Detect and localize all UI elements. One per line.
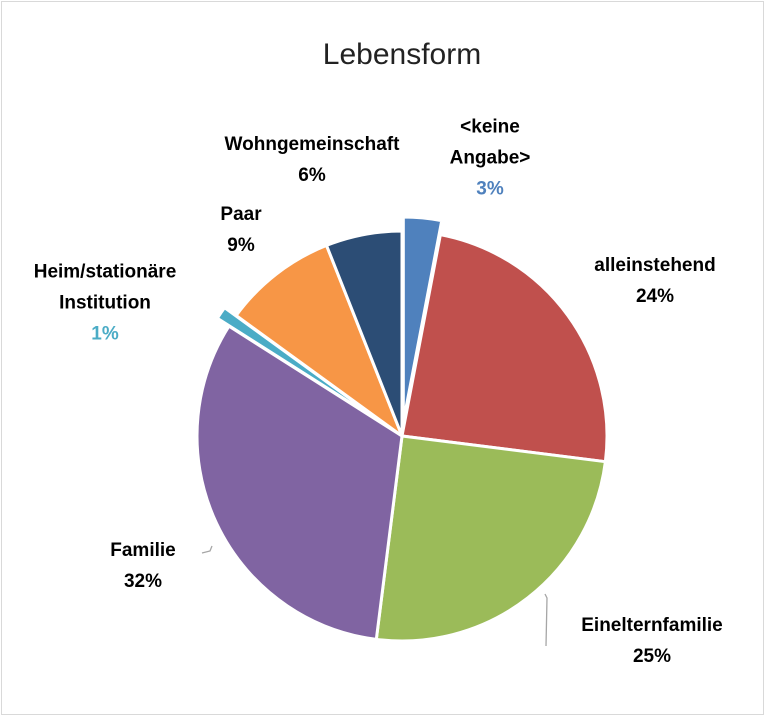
value-label: 1% [91, 323, 119, 345]
value-label: 25% [632, 646, 672, 667]
category-label: Paar [220, 204, 262, 225]
slice-label: <keine Angabe> 3% [435, 112, 545, 205]
slice-label: Familie 32% [83, 535, 203, 597]
category-label: <keine Angabe> [449, 116, 531, 169]
slice-label: alleinstehend 24% [555, 250, 755, 312]
pie-slice [374, 434, 607, 643]
leader-line [544, 593, 548, 647]
slice-label: Einelternfamilie 25% [542, 610, 762, 672]
slice-label: Paar 9% [201, 199, 281, 261]
value-label: 24% [635, 286, 675, 307]
category-label: alleinstehend [594, 255, 716, 276]
value-label: 9% [227, 235, 255, 256]
leader-line [201, 545, 213, 554]
pie-slice [325, 229, 404, 438]
chart-title: Lebensform [323, 38, 481, 71]
pie-slice [400, 233, 609, 464]
pie-slice [215, 306, 392, 430]
slice-label: Heim/stationäre Institution 1% [10, 257, 200, 350]
pie-slice [234, 243, 404, 438]
value-label: 32% [123, 571, 163, 592]
category-label: Heim/stationäre Institution [33, 261, 177, 314]
slice-label: Wohngemeinschaft 6% [202, 129, 422, 191]
category-label: Familie [110, 540, 176, 561]
category-label: Einelternfamilie [581, 615, 723, 636]
value-label: 6% [298, 165, 326, 186]
value-label: 3% [476, 178, 504, 200]
category-label: Wohngemeinschaft [224, 134, 400, 155]
